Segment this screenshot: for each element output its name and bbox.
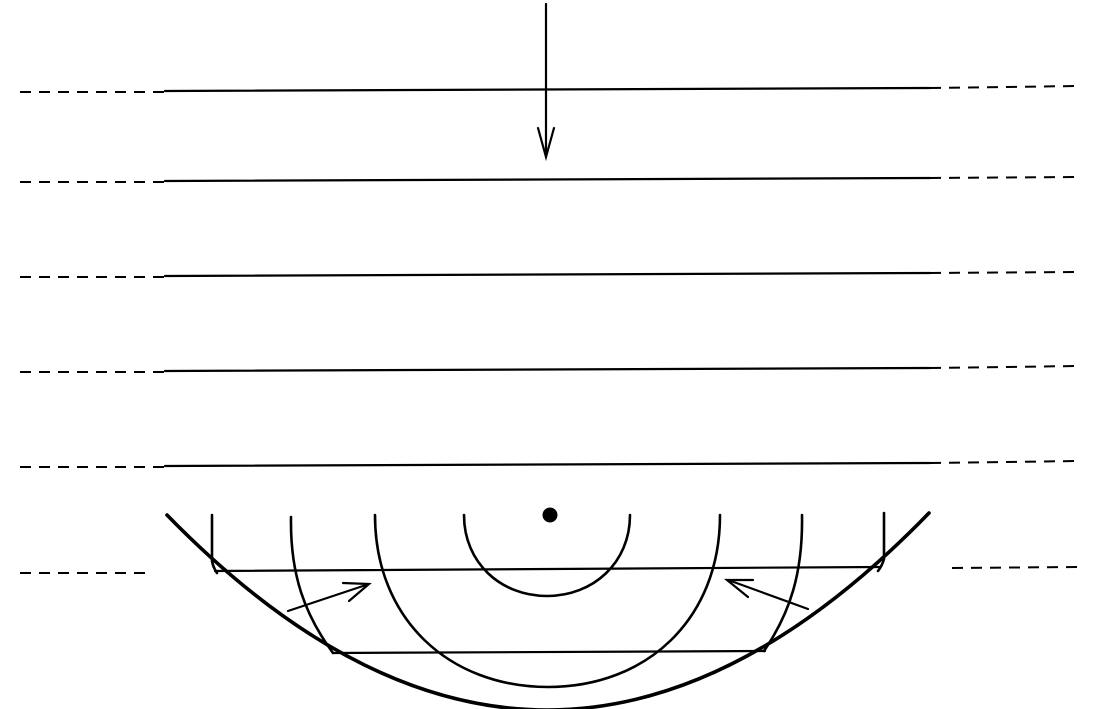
up-right-arrow (286, 581, 372, 613)
reflected-wavefront-1 (462, 513, 632, 598)
wavefront-3-right-dashed (929, 271, 1079, 274)
wavefront-2-right-dashed (929, 176, 1079, 179)
wavefront-3-solid (163, 271, 932, 278)
wavefront-1-solid (163, 86, 932, 93)
lower-wavefront (20, 566, 1079, 574)
focal-point (542, 507, 558, 523)
wavefront-5-solid (163, 461, 932, 468)
wavefront-5 (20, 460, 1079, 468)
wavefront-2 (20, 176, 1079, 183)
reflector-chords (213, 565, 882, 655)
reflected-wavefront-3 (289, 515, 335, 655)
reflected-wavefronts (210, 511, 886, 689)
wavefront-3 (20, 271, 1079, 278)
up-right-arrow-head (341, 581, 372, 603)
up-left-arrow-shaft (729, 579, 810, 611)
chord-lower (331, 649, 767, 655)
wavefront-4 (20, 365, 1079, 373)
wavefront-4-right-dashed (929, 365, 1079, 369)
up-right-arrow-shaft (286, 583, 368, 613)
reflected-wavefront-4-right (876, 511, 886, 573)
up-left-arrow (723, 578, 810, 611)
wavefront-1 (20, 85, 1079, 93)
lower-wavefront-right-dashed (951, 566, 1079, 569)
wavefront-4-solid (163, 366, 932, 373)
concave-reflector (165, 511, 931, 709)
wavefront-5-right-dashed (929, 460, 1079, 464)
incident-wavefronts (20, 85, 1079, 468)
down-arrow (536, 2, 556, 162)
wavefront-2-solid (163, 176, 932, 183)
reflected-wavefront-4 (210, 513, 219, 575)
wavefront-1-right-dashed (929, 85, 1079, 89)
down-arrow-head (536, 126, 556, 162)
reflected-wavefront-3-right (762, 513, 804, 653)
reflected-wavefront-2 (373, 513, 722, 689)
chord-upper (213, 565, 882, 573)
up-left-arrow-head (723, 578, 755, 599)
